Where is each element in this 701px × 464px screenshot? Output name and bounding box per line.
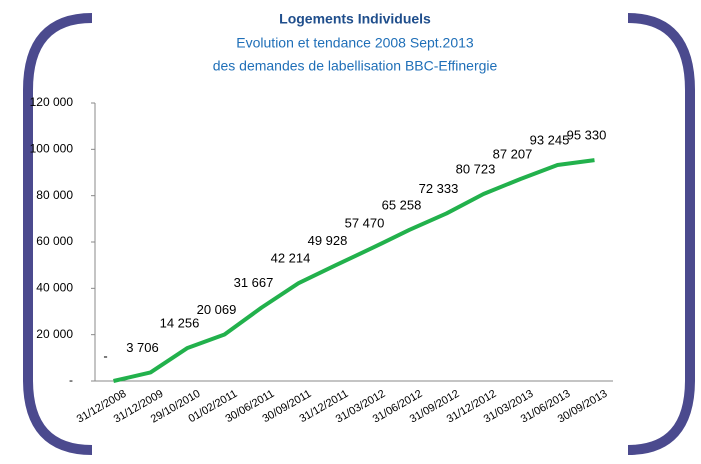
data-label: 57 470 (345, 215, 385, 230)
frame-left (23, 13, 93, 455)
data-label: 72 333 (419, 181, 459, 196)
data-label: 49 928 (308, 233, 348, 248)
chart-subtitle: Evolution et tendance 2008 Sept.2013 (236, 35, 474, 51)
y-tick-label: - (69, 373, 73, 387)
y-tick-label: 100 000 (30, 142, 74, 156)
y-tick-label: 20 000 (36, 327, 73, 341)
frame-right (627, 13, 695, 455)
data-label: 42 214 (271, 251, 311, 266)
data-label: 87 207 (493, 146, 533, 161)
data-label: 80 723 (456, 161, 496, 176)
data-label: 93 245 (530, 132, 570, 147)
data-label: 20 069 (197, 302, 237, 317)
y-tick-label: 40 000 (36, 281, 73, 295)
data-label: 65 258 (382, 197, 422, 212)
chart-subtitle: des demandes de labellisation BBC-Effine… (213, 58, 498, 74)
data-label: 14 256 (160, 315, 200, 330)
y-tick-label: 120 000 (30, 95, 74, 109)
data-label: 3 706 (126, 340, 159, 355)
y-tick-label: 60 000 (36, 234, 73, 248)
y-tick-label: 80 000 (36, 188, 73, 202)
line (113, 158, 595, 383)
data-label: 95 330 (567, 128, 607, 143)
data-label: - (103, 348, 107, 363)
chart-title: Logements Individuels (279, 11, 431, 27)
data-label: 31 667 (234, 275, 274, 290)
